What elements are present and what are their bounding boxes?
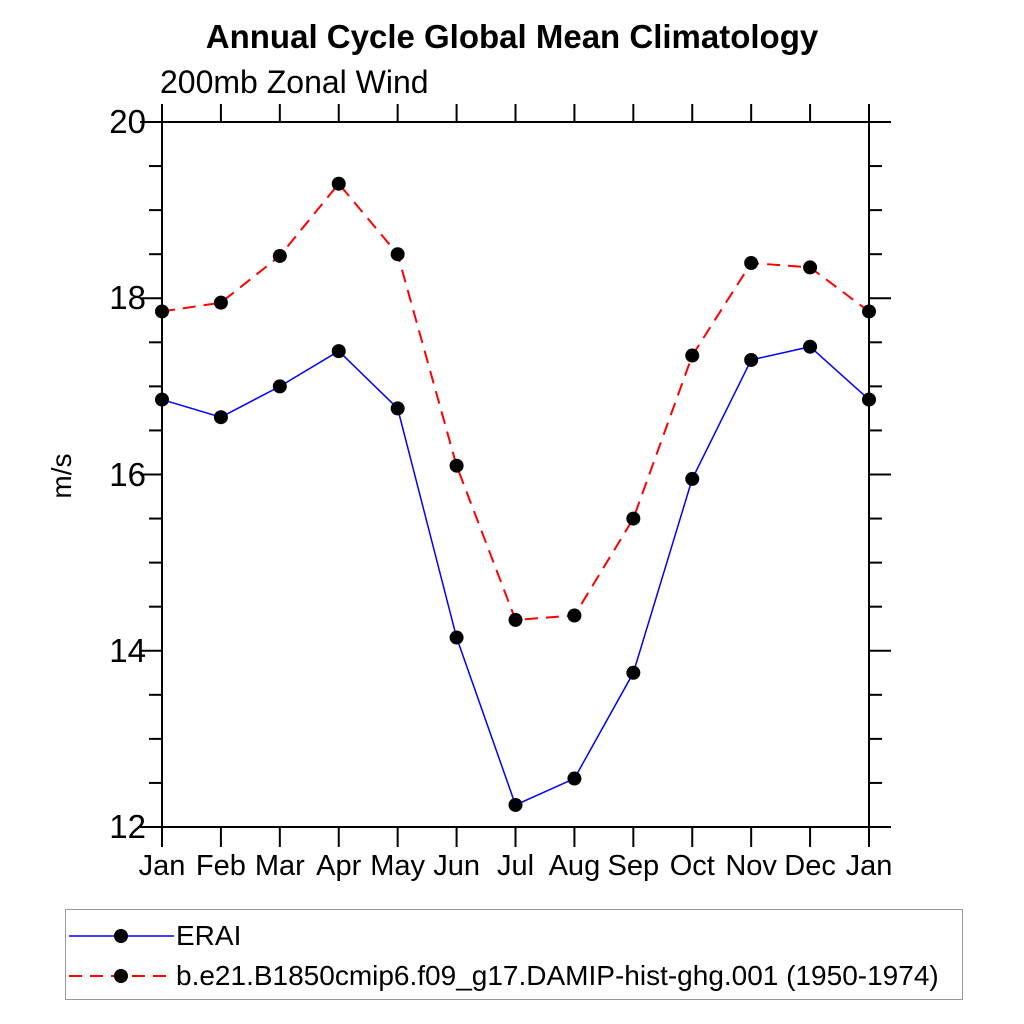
legend-marker [114,929,128,943]
y-tick-label: 18 [109,279,146,317]
x-tick-label: Apr [316,850,362,882]
x-tick-label: Aug [548,850,601,882]
data-point-marker [744,352,759,367]
legend-label: b.e21.B1850cmip6.f09_g17.DAMIP-hist-ghg.… [176,960,939,991]
data-point-marker [449,630,464,645]
data-point-marker [567,608,582,623]
plot-frame [161,121,870,828]
data-point-marker [272,379,287,394]
x-tick-label: Feb [195,850,246,882]
series-line-model [161,182,870,621]
series-line-erai [161,345,870,806]
data-point-marker [331,176,346,191]
data-point-marker [508,612,523,627]
data-point-marker [449,458,464,473]
data-point-marker [213,410,228,425]
data-point-marker [685,348,700,363]
data-point-marker [862,392,876,407]
legend-rows: ERAI b.e21.B1850cmip6.f09_g17.DAMIP-hist-… [66,916,962,996]
y-tick-label: 16 [109,455,146,493]
data-point-marker [331,344,346,359]
x-tick-label: Jun [433,850,480,882]
data-point-marker [155,392,169,407]
data-point-marker [508,797,523,812]
data-point-marker [744,256,759,270]
legend-row: ERAI [66,916,962,956]
legend: ERAI b.e21.B1850cmip6.f09_g17.DAMIP-hist-… [65,909,963,1000]
x-tick-label: Mar [254,850,305,882]
x-tick-label: Jan [138,850,186,882]
x-tick-label: Dec [784,850,836,882]
legend-marker [114,969,128,983]
data-point-marker [862,304,876,319]
legend-swatch-erai [69,929,174,943]
x-tick-label: Jan [845,850,893,882]
data-point-marker [213,295,228,310]
chart-subtitle: 200mb Zonal Wind [160,64,429,100]
y-tick-label: 14 [109,631,146,669]
data-point-marker [685,471,700,486]
legend-label: ERAI [176,920,242,951]
data-point-marker [626,511,641,526]
chart-title: Annual Cycle Global Mean Climatology [205,18,819,55]
x-tick-label: Oct [669,850,715,882]
x-tick-label: Jul [496,850,535,882]
x-tick-label: Nov [725,850,777,882]
data-point-marker [272,248,287,263]
data-point-marker [803,260,818,275]
y-tick-label: 12 [109,808,146,845]
data-point-marker [626,665,641,680]
legend-swatch-model [69,969,174,983]
x-tick-label: May [370,850,426,882]
x-tick-label: Sep [607,850,660,882]
y-tick-label: 20 [109,103,146,140]
data-point-marker [390,247,405,262]
legend-row: b.e21.B1850cmip6.f09_g17.DAMIP-hist-ghg.… [66,956,962,996]
data-point-marker [567,771,582,786]
data-point-marker [155,304,169,319]
data-point-marker [390,401,405,416]
data-point-marker [803,339,818,354]
